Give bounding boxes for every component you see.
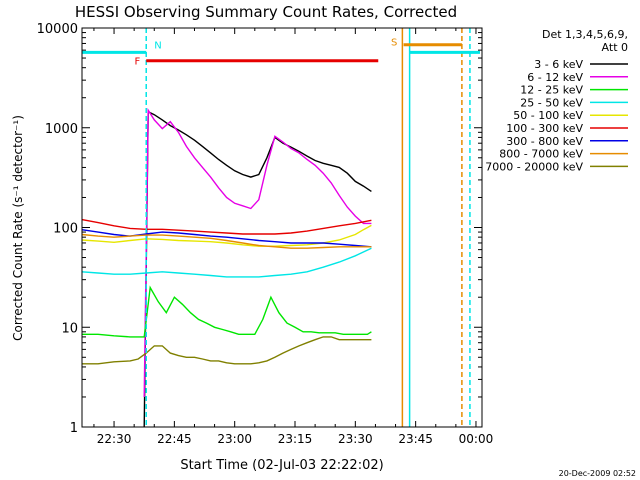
interval-label-s: S [391, 38, 397, 49]
series-line-800-7000-kev [81, 233, 372, 249]
series-line-50-100-kev [81, 224, 372, 247]
plot-frame [81, 27, 483, 428]
y-tick-label-10: 10 [61, 321, 78, 336]
legend-label-800-7000-kev: 800 - 7000 keV [499, 148, 583, 161]
legend-label-12-25-kev: 12 - 25 keV [520, 84, 583, 97]
series-line-6-12-kev [143, 107, 372, 398]
overlay-layer: N F S [82, 28, 480, 427]
x-tick-label-23-15: 23:15 [278, 432, 313, 446]
series-layer [81, 107, 372, 428]
x-tick-label-22-45: 22:45 [157, 432, 192, 446]
interval-label-f: F [134, 57, 140, 68]
legend-label-6-12-kev: 6 - 12 keV [527, 71, 583, 84]
legend-label-100-300-kev: 100 - 300 keV [506, 122, 583, 135]
series-line-300-800-kev [81, 229, 372, 248]
legend-label-300-800-kev: 300 - 800 keV [506, 135, 583, 148]
y-tick-label-1: 1 [70, 421, 78, 436]
series-line-7000-20000-kev [81, 336, 372, 365]
series-line-12-25-kev [81, 285, 372, 338]
legend-label-50-100-kev: 50 - 100 keV [513, 109, 583, 122]
interval-label-n: N [154, 40, 161, 51]
x-tick-label-23-30: 23:30 [338, 432, 373, 446]
legend-header-detectors: Det 1,3,4,5,6,9, [542, 28, 628, 41]
chart-title: HESSI Observing Summary Count Rates, Cor… [75, 3, 457, 21]
series-line-100-300-kev [81, 218, 372, 235]
legend-label-25-50-kev: 25 - 50 keV [520, 96, 583, 109]
x-axis-label: Start Time (02-Jul-03 22:22:02) [180, 458, 383, 473]
y-tick-label-1000: 1000 [45, 122, 78, 137]
y-tick-label-100: 100 [53, 222, 78, 237]
legend-label-3-6-kev: 3 - 6 keV [534, 58, 583, 71]
series-line-3-6-kev [143, 110, 372, 428]
generated-timestamp: 20-Dec-2009 02:52 [559, 469, 636, 478]
legend-header-attenuator: Att 0 [602, 41, 628, 54]
x-tick-label-23-45: 23:45 [398, 432, 433, 446]
x-tick-label-00-00: 00:00 [459, 432, 494, 446]
y-tick-label-10000: 10000 [37, 22, 78, 37]
tick-layer: 22:30 22:45 23:00 23:15 23:30 23:45 00:00 1 10 10… [37, 22, 494, 446]
legend-label-7000-20000-kev: 7000 - 20000 keV [485, 160, 583, 173]
x-tick-label-23-00: 23:00 [217, 432, 252, 446]
x-tick-label-22-30: 22:30 [97, 432, 132, 446]
y-axis-label: Corrected Count Rate (s⁻¹ detector⁻¹) [11, 115, 25, 341]
series-line-25-50-kev [81, 247, 372, 278]
